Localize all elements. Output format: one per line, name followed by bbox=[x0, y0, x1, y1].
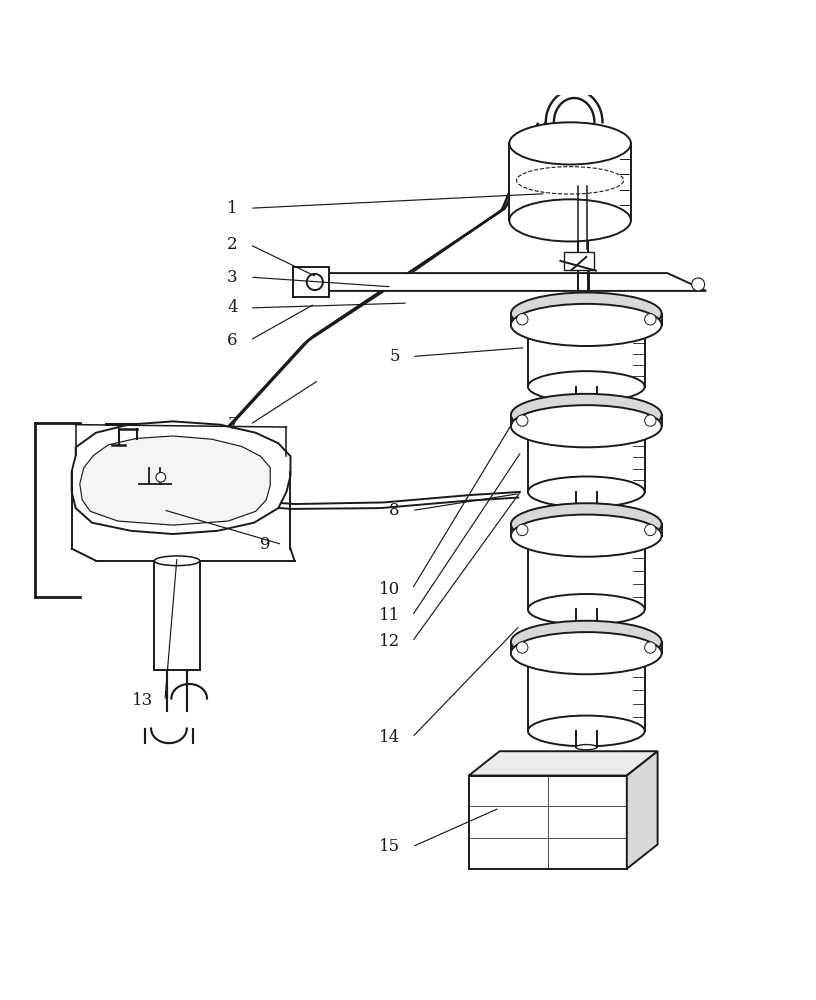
Polygon shape bbox=[303, 273, 706, 291]
Ellipse shape bbox=[528, 716, 645, 746]
Text: 3: 3 bbox=[227, 269, 237, 286]
Ellipse shape bbox=[528, 517, 645, 548]
Circle shape bbox=[156, 472, 166, 482]
Text: 9: 9 bbox=[259, 536, 270, 553]
FancyBboxPatch shape bbox=[293, 267, 329, 297]
Polygon shape bbox=[468, 751, 658, 776]
Ellipse shape bbox=[511, 405, 662, 447]
Ellipse shape bbox=[576, 745, 596, 750]
Circle shape bbox=[517, 524, 528, 536]
Polygon shape bbox=[80, 436, 270, 525]
Polygon shape bbox=[528, 322, 645, 387]
Circle shape bbox=[645, 415, 656, 426]
Polygon shape bbox=[511, 642, 662, 653]
Ellipse shape bbox=[528, 476, 645, 507]
Ellipse shape bbox=[576, 400, 596, 405]
Circle shape bbox=[517, 314, 528, 325]
Polygon shape bbox=[528, 650, 645, 731]
Ellipse shape bbox=[509, 122, 631, 164]
Ellipse shape bbox=[154, 556, 200, 566]
Text: 7: 7 bbox=[227, 416, 237, 433]
Circle shape bbox=[517, 642, 528, 653]
Text: 10: 10 bbox=[379, 581, 400, 598]
Ellipse shape bbox=[511, 293, 662, 335]
Text: 13: 13 bbox=[131, 692, 153, 709]
Text: 4: 4 bbox=[227, 299, 237, 316]
Polygon shape bbox=[511, 314, 662, 325]
Text: 5: 5 bbox=[389, 348, 400, 365]
Text: 1: 1 bbox=[227, 200, 237, 217]
Ellipse shape bbox=[511, 632, 662, 674]
Text: 11: 11 bbox=[379, 607, 400, 624]
Circle shape bbox=[645, 314, 656, 325]
Polygon shape bbox=[509, 143, 631, 220]
Ellipse shape bbox=[511, 621, 662, 663]
Ellipse shape bbox=[528, 408, 645, 438]
Text: 12: 12 bbox=[379, 633, 400, 650]
Circle shape bbox=[517, 415, 528, 426]
Text: 14: 14 bbox=[379, 729, 400, 746]
Polygon shape bbox=[468, 776, 627, 869]
Ellipse shape bbox=[511, 515, 662, 557]
Text: 15: 15 bbox=[379, 838, 400, 855]
Ellipse shape bbox=[528, 371, 645, 402]
Polygon shape bbox=[627, 751, 658, 869]
Text: 8: 8 bbox=[389, 502, 400, 519]
Text: 6: 6 bbox=[228, 332, 237, 349]
Polygon shape bbox=[528, 532, 645, 609]
Circle shape bbox=[692, 278, 705, 291]
Polygon shape bbox=[511, 415, 662, 426]
Text: 2: 2 bbox=[227, 236, 237, 253]
Ellipse shape bbox=[576, 623, 596, 628]
Ellipse shape bbox=[511, 503, 662, 545]
Polygon shape bbox=[528, 423, 645, 492]
Ellipse shape bbox=[528, 306, 645, 337]
Polygon shape bbox=[72, 421, 290, 534]
Ellipse shape bbox=[509, 199, 631, 241]
Circle shape bbox=[645, 524, 656, 536]
FancyBboxPatch shape bbox=[564, 252, 594, 270]
Ellipse shape bbox=[511, 304, 662, 346]
Ellipse shape bbox=[511, 394, 662, 436]
Ellipse shape bbox=[528, 635, 645, 665]
Circle shape bbox=[307, 274, 323, 290]
Ellipse shape bbox=[528, 594, 645, 625]
Polygon shape bbox=[511, 524, 662, 536]
Circle shape bbox=[645, 642, 656, 653]
Ellipse shape bbox=[576, 505, 596, 511]
